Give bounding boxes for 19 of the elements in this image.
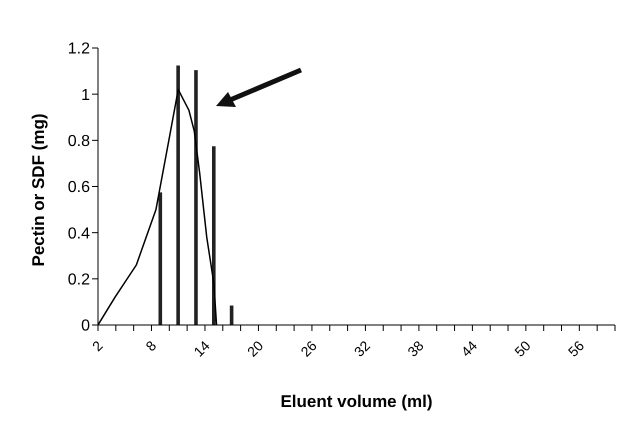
x-axis-title: Eluent volume (ml)	[280, 392, 433, 411]
y-tick-label: 0.6	[68, 179, 90, 196]
x-tick-label: 20	[244, 337, 266, 360]
y-tick-label: 0.2	[68, 272, 90, 289]
x-tick-label: 56	[564, 337, 588, 360]
x-tick-label: 50	[511, 337, 534, 360]
x-tick-label: 38	[404, 337, 427, 360]
x-tick-label: 44	[458, 337, 480, 360]
x-tick-label: 8	[142, 337, 160, 354]
y-tick-label: 0.8	[68, 133, 90, 150]
y-tick-label: 1	[81, 86, 90, 104]
y-axis-title: Pectin or SDF (mg)	[29, 113, 48, 266]
y-tick-label: 0	[81, 318, 90, 335]
x-tick-label: 14	[190, 337, 213, 360]
y-tick-label: 1.2	[68, 40, 90, 58]
x-tick-label: 2	[88, 337, 106, 354]
x-tick-label: 26	[297, 337, 320, 360]
y-tick-label: 0.4	[68, 225, 90, 242]
x-tick-label: 32	[350, 337, 374, 360]
